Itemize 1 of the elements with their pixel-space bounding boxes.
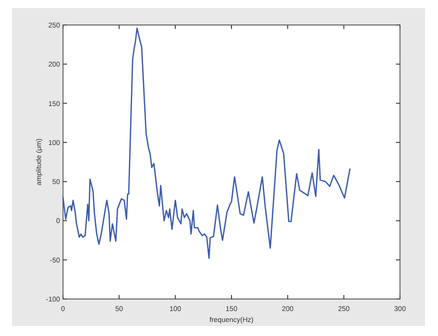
line-series — [62, 27, 351, 259]
